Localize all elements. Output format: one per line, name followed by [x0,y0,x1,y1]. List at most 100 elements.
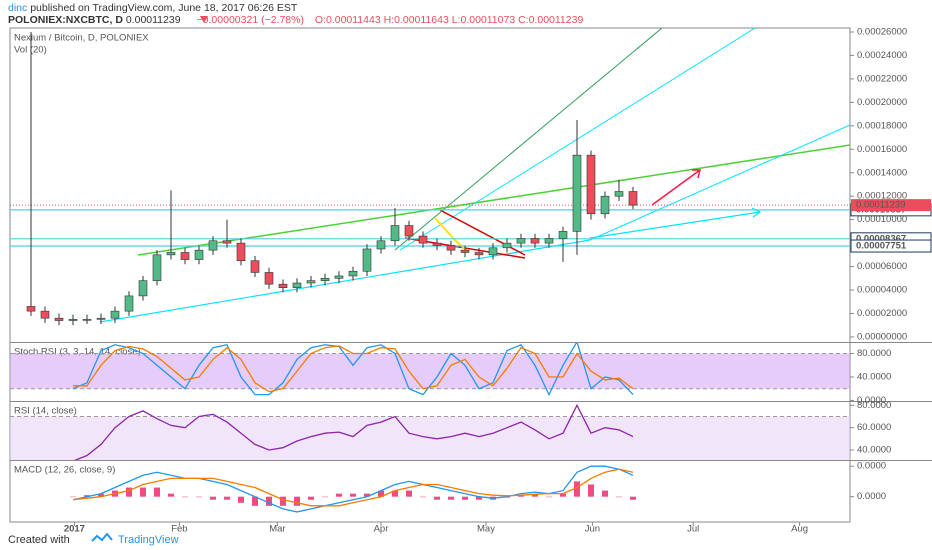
arrow-line [589,211,761,239]
candle-body [446,245,456,251]
publish-line: dinc published on TradingView.com, June … [8,2,298,14]
histogram-bar [308,496,314,500]
pane-3 [70,465,636,513]
high: H:0.00011643 [384,14,449,26]
histogram-bar [364,493,370,497]
pane-frame [9,27,851,523]
indicator-line [72,465,634,513]
candle-body [26,306,36,312]
y-tick-label: 0.00006000 [857,261,907,272]
histogram-bar [602,490,608,497]
histogram-bar [434,496,440,500]
histogram-bar [546,496,552,498]
symbol: POLONIEX:NXCBTC, D [8,14,123,26]
histogram-bar [238,496,244,503]
candle-body [54,317,64,321]
candle-body [502,242,512,249]
y-tick-label: 0.00012000 [857,191,907,202]
candle-body [96,317,106,320]
candle-body [40,310,50,319]
y-tick-label: 0.00026000 [857,27,907,38]
candle-body [362,248,372,272]
histogram-bar [322,496,328,498]
histogram-bar [532,494,538,497]
histogram-bar [574,481,580,497]
candle-body [152,254,162,281]
candle-body [180,252,190,260]
y-tick-label: 0.0000 [857,461,886,472]
histogram-bar [406,490,412,497]
y-tick-label: 0.00018000 [857,120,907,131]
candle-body [474,252,484,256]
candle-body [418,235,428,244]
candle-body [572,154,582,232]
band-fill [10,353,850,389]
candle-body [110,310,120,319]
indicator-line [72,343,634,397]
candle-body [208,240,218,251]
y-tick-label: 40.0000 [857,444,891,455]
trend-line [589,124,850,241]
histogram-bar [252,496,258,506]
histogram-bar [294,496,300,506]
candle-body [530,238,540,244]
last-price-box [851,199,931,212]
rsi-title: RSI (14, close) [14,406,77,417]
histogram-bar [224,496,230,500]
x-tick-label: Mar [269,524,285,535]
histogram-bar [462,496,468,500]
histogram-bar [168,493,174,497]
candle-body [264,272,274,285]
x-tick-label: Jul [687,524,699,535]
candle-body [404,225,414,237]
down-arrow [200,16,208,23]
trend-line [137,144,850,256]
y-tick-label: 0.00004000 [857,285,907,296]
histogram-bar [266,496,272,506]
chart-title: Nexium / Bitcoin, D, POLONIEX [14,33,149,44]
footer-brand: TradingView [118,534,179,546]
candle-body [320,278,330,281]
x-tick-label: May [477,524,495,535]
candle-body [376,240,386,250]
candle-body [194,249,204,260]
hline-label: 0.00007751 [856,241,907,252]
candle-body [222,240,232,244]
y-tick-label: 0.00022000 [857,73,907,84]
y-tick-label: 0.00002000 [857,308,907,319]
histogram-bar [560,493,566,497]
y-tick-label: 60.0000 [857,422,891,433]
hline-label-box [850,239,932,253]
candle-body [348,270,358,277]
last-price-label: 0.00011239 [856,200,906,211]
y-tick-label: 0.00000000 [857,331,907,342]
candle-body [292,282,302,288]
candle-body [306,280,316,284]
candle-body [124,295,134,312]
histogram-bar [70,496,76,498]
histogram-bar [140,487,146,497]
open: O:0.00011443 [315,14,381,26]
histogram-bar [350,493,356,497]
candle-body [628,191,638,206]
candle-body [68,319,78,321]
histogram-bar [98,493,104,497]
y-tick-label: 0.0000 [857,395,886,406]
arrow-head [692,169,701,179]
price: 0.00011239 [126,14,181,26]
pane-2 [10,403,850,460]
histogram-bar [84,495,90,497]
candle-body [544,238,554,244]
histogram-bar [392,490,398,497]
indicator-line [73,403,634,460]
candle-body [236,242,246,262]
pane-1 [10,343,850,397]
histogram-bar [126,487,132,497]
wave-line [434,217,469,253]
author: dinc [8,2,27,14]
candle-body [278,283,288,288]
x-tick-label: Aug [791,524,808,535]
candle-body [558,231,568,239]
indicator-line [72,468,634,507]
